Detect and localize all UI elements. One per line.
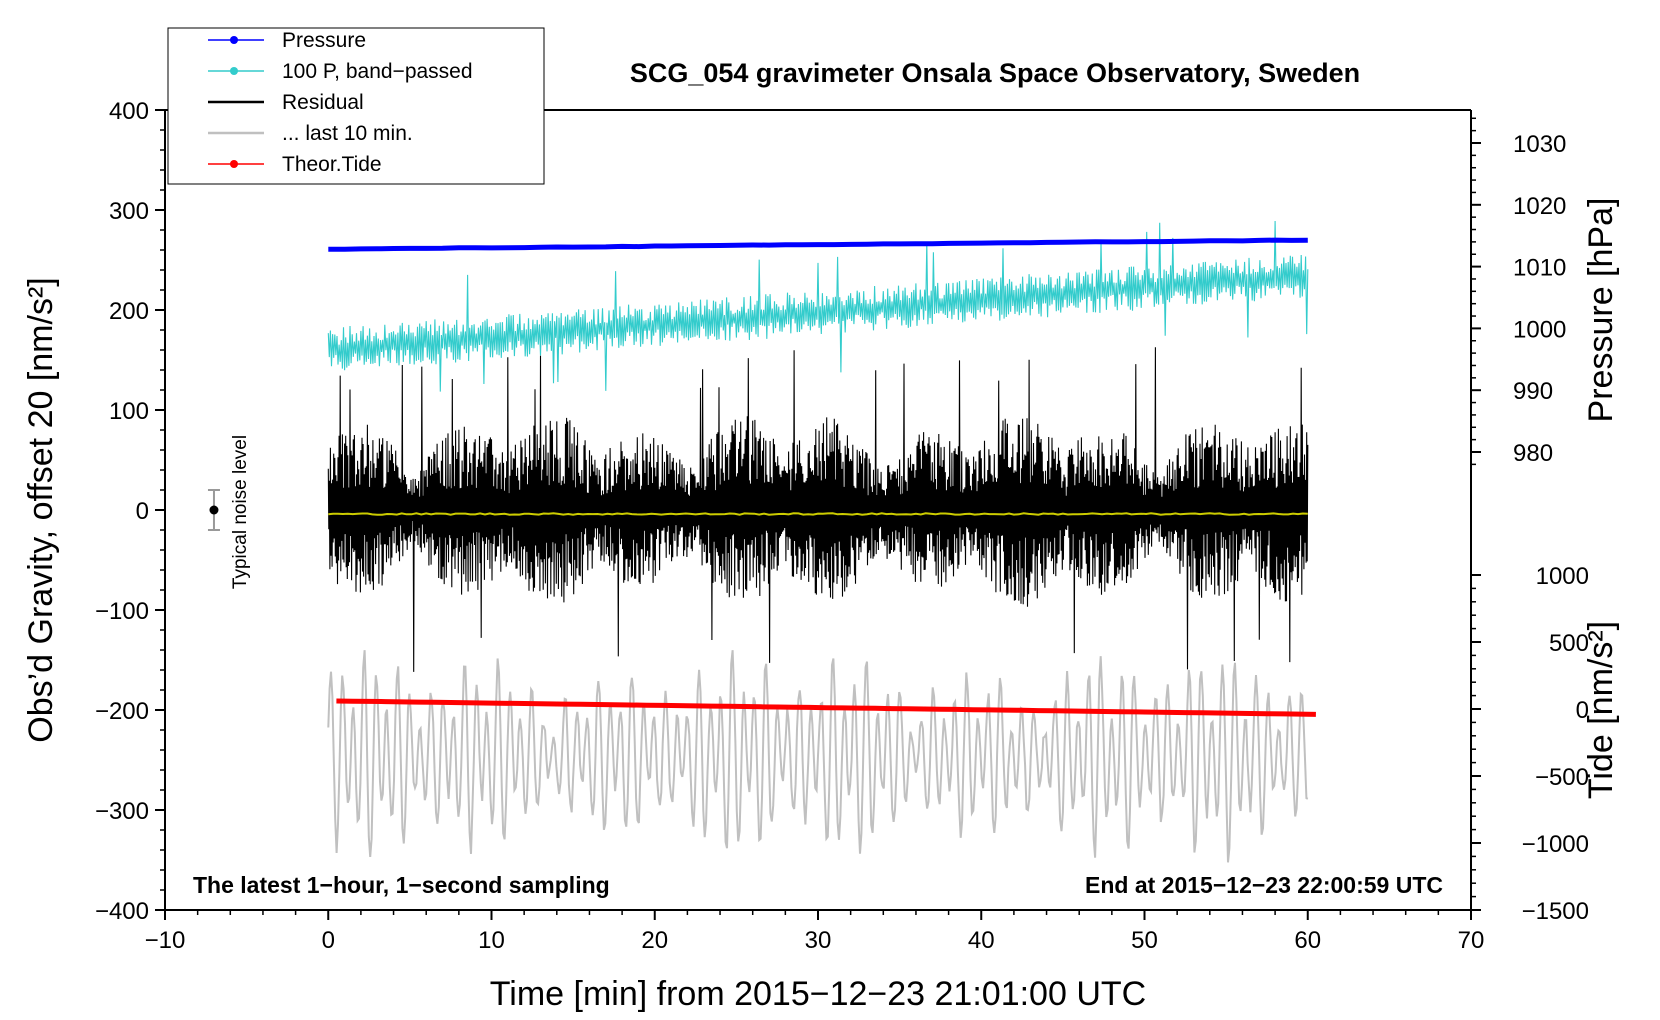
y-tick-label-tide: −1000: [1522, 831, 1589, 858]
chart-title: SCG_054 gravimeter Onsala Space Observat…: [630, 58, 1360, 88]
x-tick-label: −10: [145, 927, 186, 954]
y-tick-label-tide: 1000: [1536, 563, 1589, 590]
y-axis-label-left: Obs’d Gravity, offset 20 [nm/s²]: [22, 277, 60, 742]
noise-level-indicator: [207, 489, 220, 531]
y-tick-label-pressure: 980: [1513, 440, 1553, 467]
ticks-layer: −10 0 10 20 30 40 50 60 704003002001000−100−200−…: [95, 98, 1589, 954]
legend-entries: Pressure 100 P, band−passed Residual ... la…: [208, 29, 473, 176]
x-tick-label: 20: [641, 927, 668, 954]
x-tick-label: 50: [1131, 927, 1158, 954]
annotation-sampling: The latest 1−hour, 1−second sampling: [193, 872, 610, 898]
y-tick-label-left: 400: [109, 98, 149, 125]
series-last-10-min: [327, 650, 1309, 863]
y-tick-label-tide: −1500: [1522, 898, 1589, 925]
y-tick-label-left: −300: [95, 798, 149, 825]
legend-label: ... last 10 min.: [282, 122, 413, 145]
y-tick-label-tide: −500: [1535, 764, 1589, 791]
x-axis-label: Time [min] from 2015−12−23 21:01:00 UTC: [490, 975, 1146, 1013]
series-residual: [327, 347, 1309, 672]
x-tick-label: 10: [478, 927, 505, 954]
y-tick-label-left: 0: [136, 498, 149, 525]
noise-level-label: Typical noise level: [230, 435, 251, 589]
y-tick-label-pressure: 1020: [1513, 193, 1566, 220]
legend-marker: [230, 67, 238, 75]
series-layer: [327, 220, 1316, 863]
series-mean-residual: [328, 512, 1308, 516]
y-tick-label-tide: 0: [1576, 697, 1589, 724]
annotation-end-time: End at 2015−12−23 22:00:59 UTC: [1085, 872, 1443, 898]
x-tick-label: 60: [1294, 927, 1321, 954]
noise-center-dot: [209, 505, 219, 515]
x-tick-label: 70: [1458, 927, 1485, 954]
y-tick-label-tide: 500: [1549, 630, 1589, 657]
y-tick-label-pressure: 1030: [1513, 131, 1566, 158]
legend-label: Theor.Tide: [282, 153, 382, 176]
y-axis-label-pressure: Pressure [hPa]: [1582, 198, 1620, 423]
x-tick-label: 0: [322, 927, 335, 954]
y-tick-label-pressure: 990: [1513, 378, 1553, 405]
series-pressure: [328, 237, 1308, 252]
y-tick-label-pressure: 1000: [1513, 316, 1566, 343]
y-tick-label-left: 200: [109, 298, 149, 325]
y-tick-label-left: −100: [95, 598, 149, 625]
series-theor-tide: [336, 698, 1316, 717]
y-axis-label-tide: Tide [nm/s²]: [1582, 621, 1620, 799]
legend-label: 100 P, band−passed: [282, 60, 473, 83]
y-tick-label-left: −400: [95, 898, 149, 925]
y-tick-label-left: −200: [95, 698, 149, 725]
legend-label: Residual: [282, 91, 364, 114]
y-tick-label-left: 100: [109, 398, 149, 425]
y-tick-label-pressure: 1010: [1513, 255, 1566, 282]
legend-box: [167, 27, 545, 185]
legend-marker: [230, 36, 238, 44]
series-band-passed-pressure: [327, 220, 1309, 392]
legend-label: Pressure: [282, 29, 366, 52]
x-tick-label: 30: [805, 927, 832, 954]
legend: Pressure 100 P, band−passed Residual ... la…: [167, 27, 545, 185]
legend-marker: [230, 160, 238, 168]
x-tick-label: 40: [968, 927, 995, 954]
y-tick-label-left: 300: [109, 198, 149, 225]
